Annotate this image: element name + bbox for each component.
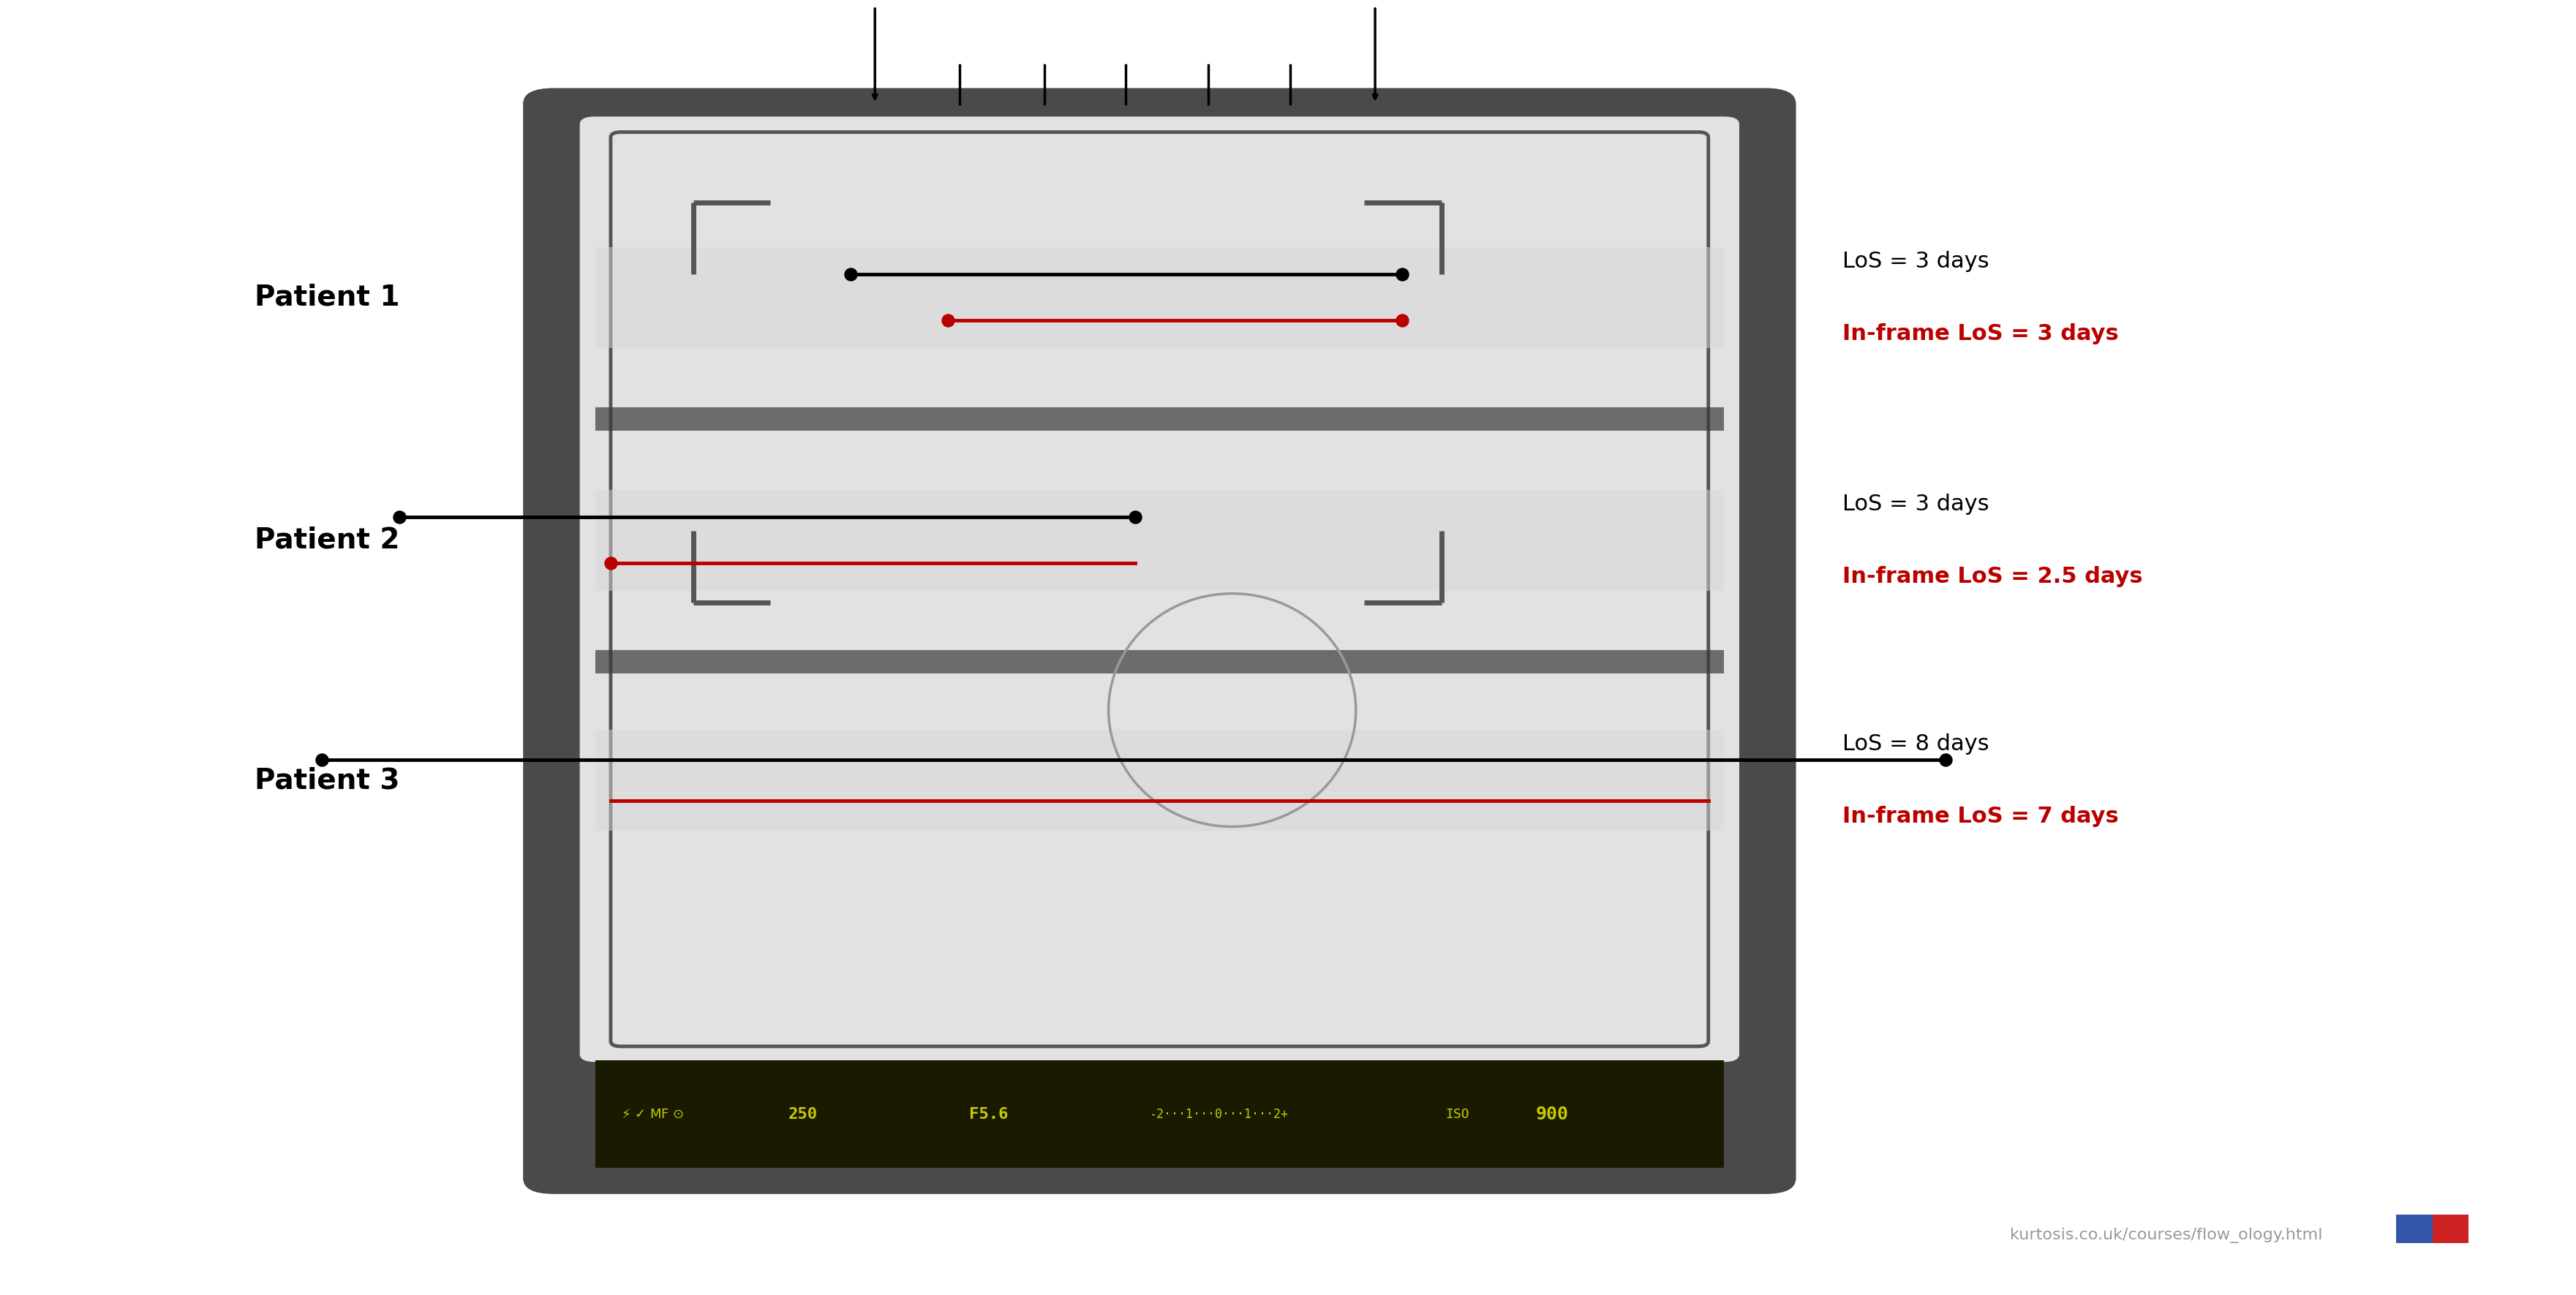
Text: Patient 3: Patient 3 <box>255 767 399 794</box>
Text: LoS = 8 days: LoS = 8 days <box>1842 733 1989 755</box>
Text: LoS = 3 days: LoS = 3 days <box>1842 493 1989 514</box>
Bar <box>595 1061 1723 1168</box>
Text: ISO: ISO <box>1445 1107 1468 1121</box>
Point <box>301 750 343 771</box>
Bar <box>595 650 1723 673</box>
Text: kurtosis.co.uk/courses/flow_ology.html: kurtosis.co.uk/courses/flow_ology.html <box>2009 1228 2321 1243</box>
Bar <box>595 730 1723 831</box>
FancyBboxPatch shape <box>580 117 1739 1062</box>
Point <box>1115 506 1157 527</box>
Text: In-frame LoS = 2.5 days: In-frame LoS = 2.5 days <box>1842 566 2143 587</box>
Text: -2···1···0···1···2+: -2···1···0···1···2+ <box>1149 1107 1288 1121</box>
Point <box>1381 311 1422 332</box>
Bar <box>2396 1215 2432 1243</box>
Point <box>590 553 631 574</box>
Text: 250: 250 <box>788 1107 817 1121</box>
Point <box>379 506 420 527</box>
Bar <box>595 247 1723 348</box>
Text: F5.6: F5.6 <box>969 1107 1007 1121</box>
Point <box>1381 264 1422 285</box>
Text: In-frame LoS = 7 days: In-frame LoS = 7 days <box>1842 805 2117 828</box>
Text: In-frame LoS = 3 days: In-frame LoS = 3 days <box>1842 322 2117 344</box>
Bar <box>595 407 1723 430</box>
Bar <box>2432 1215 2468 1243</box>
Text: 900: 900 <box>1535 1106 1569 1123</box>
Point <box>829 264 871 285</box>
Point <box>927 311 969 332</box>
Text: LoS = 3 days: LoS = 3 days <box>1842 250 1989 272</box>
Bar <box>595 490 1723 591</box>
Text: $⚡$ $\checkmark$ MF $\odot$: $⚡$ $\checkmark$ MF $\odot$ <box>621 1107 683 1121</box>
Point <box>1924 750 1965 771</box>
FancyBboxPatch shape <box>523 88 1795 1194</box>
Text: Patient 2: Patient 2 <box>255 526 399 554</box>
Text: Patient 1: Patient 1 <box>255 284 399 311</box>
